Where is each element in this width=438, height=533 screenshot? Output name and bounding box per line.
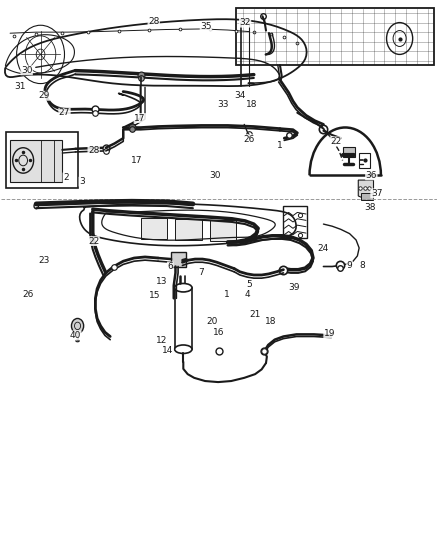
Text: 35: 35 <box>200 22 212 31</box>
Text: 3: 3 <box>79 177 85 186</box>
Text: 28: 28 <box>148 17 159 26</box>
Text: 5: 5 <box>247 280 252 289</box>
Text: 26: 26 <box>244 135 255 144</box>
Text: 16: 16 <box>213 328 225 337</box>
Text: 8: 8 <box>359 261 364 270</box>
Text: 17: 17 <box>134 114 145 123</box>
Bar <box>141 217 167 239</box>
Text: 18: 18 <box>246 100 258 109</box>
Text: 4: 4 <box>244 289 250 298</box>
Text: 24: 24 <box>318 244 329 253</box>
Text: 36: 36 <box>366 171 377 180</box>
Text: 33: 33 <box>218 100 229 109</box>
Bar <box>6 132 78 188</box>
Text: 7: 7 <box>199 268 205 277</box>
Text: 2: 2 <box>63 173 69 182</box>
Text: 14: 14 <box>162 346 173 355</box>
Circle shape <box>71 318 84 333</box>
Bar <box>359 153 370 168</box>
Text: 37: 37 <box>371 189 382 198</box>
Text: 29: 29 <box>39 91 50 100</box>
Text: 12: 12 <box>156 336 167 345</box>
Polygon shape <box>358 180 374 200</box>
Bar <box>283 206 307 238</box>
Text: 18: 18 <box>265 317 276 326</box>
Text: 22: 22 <box>330 137 341 146</box>
Bar <box>210 220 237 241</box>
Bar <box>171 252 186 266</box>
Text: 26: 26 <box>23 289 34 298</box>
Text: 1: 1 <box>224 289 230 298</box>
Text: 15: 15 <box>149 290 160 300</box>
Ellipse shape <box>175 345 192 353</box>
Ellipse shape <box>175 284 192 292</box>
Ellipse shape <box>76 340 79 342</box>
Text: 6: 6 <box>167 262 173 271</box>
Text: 1: 1 <box>277 141 283 150</box>
Bar <box>175 288 192 349</box>
Text: 17: 17 <box>131 156 142 165</box>
Text: 28: 28 <box>88 147 99 156</box>
Text: 31: 31 <box>14 82 25 91</box>
Text: 27: 27 <box>59 108 70 117</box>
Ellipse shape <box>34 204 39 209</box>
Text: 38: 38 <box>365 203 376 212</box>
Text: 39: 39 <box>288 283 300 292</box>
Bar <box>176 219 201 240</box>
Text: 20: 20 <box>206 317 218 326</box>
Text: 21: 21 <box>249 310 260 319</box>
Bar <box>10 140 62 182</box>
Text: 9: 9 <box>347 261 353 270</box>
Text: 19: 19 <box>324 329 336 338</box>
Bar <box>361 193 373 200</box>
Text: 30: 30 <box>209 171 220 180</box>
Text: 30: 30 <box>21 66 32 75</box>
Text: 40: 40 <box>70 331 81 340</box>
Text: 13: 13 <box>156 277 167 286</box>
Text: 32: 32 <box>240 18 251 27</box>
Bar <box>237 8 434 65</box>
Bar <box>343 147 355 157</box>
Text: 22: 22 <box>88 237 99 246</box>
Text: 34: 34 <box>234 91 246 100</box>
Text: 23: 23 <box>39 256 50 265</box>
